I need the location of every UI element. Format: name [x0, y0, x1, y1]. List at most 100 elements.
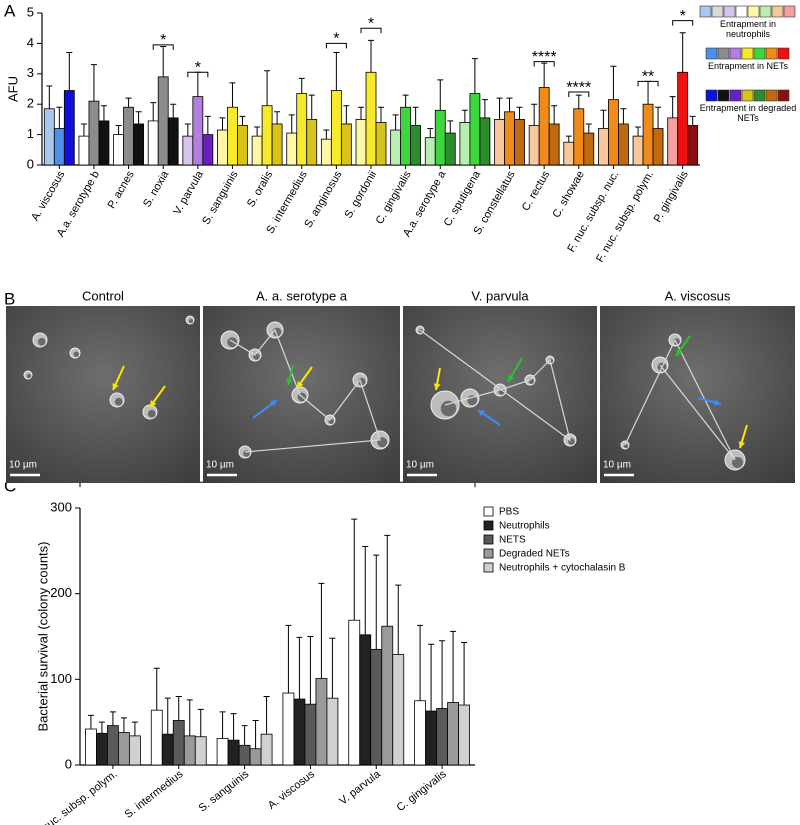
bar [129, 735, 141, 766]
bar [424, 137, 436, 166]
error-bar [307, 636, 314, 705]
cell-shade [188, 318, 194, 324]
significance-label: * [680, 8, 686, 25]
y-tick-label: 0 [65, 756, 72, 771]
cell-shade [26, 373, 32, 379]
x-tick-label: S. oralis [245, 169, 276, 210]
scale-bar-label: 10 µm [406, 460, 434, 471]
significance-bracket [187, 71, 209, 78]
y-tick-label: 2 [27, 96, 34, 111]
bar [150, 709, 163, 766]
legend-swatch [771, 5, 784, 18]
error-bar [516, 106, 523, 120]
significance-bracket [152, 44, 174, 50]
legend-swatch [741, 47, 754, 60]
panel-label: A [4, 1, 16, 20]
bar [390, 129, 402, 166]
legend-swatch [729, 47, 742, 60]
error-bar [402, 94, 409, 108]
y-tick-label: 4 [27, 35, 34, 50]
x-tick-label: C. gingivalis [395, 768, 450, 814]
legend-swatch [717, 47, 730, 60]
error-bar [219, 711, 226, 739]
error-bar [170, 103, 177, 118]
y-tick-label: 5 [27, 4, 34, 19]
error-bar [461, 641, 468, 706]
y-tick-label: 1 [27, 126, 34, 141]
legend-label: Entrapment in neutrophils [719, 19, 777, 39]
legend-swatch [483, 520, 494, 531]
significance-bracket [637, 80, 659, 87]
bar [573, 108, 585, 166]
y-axis-label: AFU [5, 76, 20, 102]
bar [172, 720, 185, 766]
significance-bracket [325, 42, 347, 49]
arrow-head [150, 400, 157, 407]
error-bar [90, 64, 97, 102]
x-tick-label: P. gingivalis [652, 169, 691, 225]
significance-bracket [568, 91, 590, 98]
bar [618, 123, 629, 166]
legend-swatch [753, 47, 766, 60]
x-tick-label: C. rectus [520, 169, 553, 214]
arrow-head [433, 383, 441, 390]
legend-swatch [753, 89, 766, 102]
bar [202, 134, 214, 166]
bar [53, 128, 65, 166]
net-fiber [229, 328, 381, 453]
error-bar [56, 106, 63, 129]
legend-swatch [747, 5, 760, 18]
bar [583, 132, 595, 166]
x-tick-label: P. acnes [106, 169, 137, 211]
significance-bracket [79, 481, 476, 488]
bar [133, 123, 144, 166]
cell-shade [377, 437, 388, 448]
legend-swatch [783, 5, 796, 18]
x-tick-label: S. sanguinis [197, 768, 252, 815]
arrow-head [478, 410, 485, 417]
error-bar [392, 114, 399, 131]
bar [375, 122, 387, 166]
cell-shade [440, 400, 457, 417]
bar [147, 120, 159, 166]
bar [447, 702, 459, 766]
bar [425, 710, 437, 766]
bar [217, 129, 228, 166]
bar [123, 106, 134, 166]
error-bar [362, 546, 369, 635]
error-bar [87, 714, 94, 730]
bar [43, 108, 55, 166]
error-bar [620, 108, 627, 124]
bar [563, 141, 575, 166]
arrow-head [112, 383, 119, 390]
error-bar [384, 534, 391, 627]
error-bar [531, 103, 538, 126]
error-bar [254, 126, 261, 137]
bar [167, 117, 179, 166]
bar [113, 134, 124, 166]
x-tick-label: A. viscosus [29, 169, 67, 224]
error-bar [98, 721, 105, 734]
error-bar [565, 135, 572, 143]
bar [293, 698, 306, 766]
error-bar [358, 106, 364, 120]
y-tick-label: 3 [27, 65, 34, 80]
cell-shade [37, 337, 46, 346]
error-bar [600, 109, 607, 129]
bar [370, 648, 383, 766]
error-bar [100, 105, 107, 121]
micrograph-title: A. viscosus [665, 288, 731, 303]
legend-swatch [711, 5, 724, 18]
bar [320, 138, 332, 166]
y-tick-label: 200 [50, 585, 72, 600]
bar [359, 634, 372, 766]
bar [608, 99, 619, 166]
bar [528, 125, 540, 166]
legend-swatch [705, 47, 718, 60]
scale-bar-label: 10 µm [206, 460, 234, 471]
error-bar [135, 111, 142, 124]
legend-label: Entrapment in degraded NETs [699, 103, 797, 123]
error-bar [318, 582, 325, 679]
error-bar [263, 695, 270, 735]
error-bar [219, 117, 226, 131]
